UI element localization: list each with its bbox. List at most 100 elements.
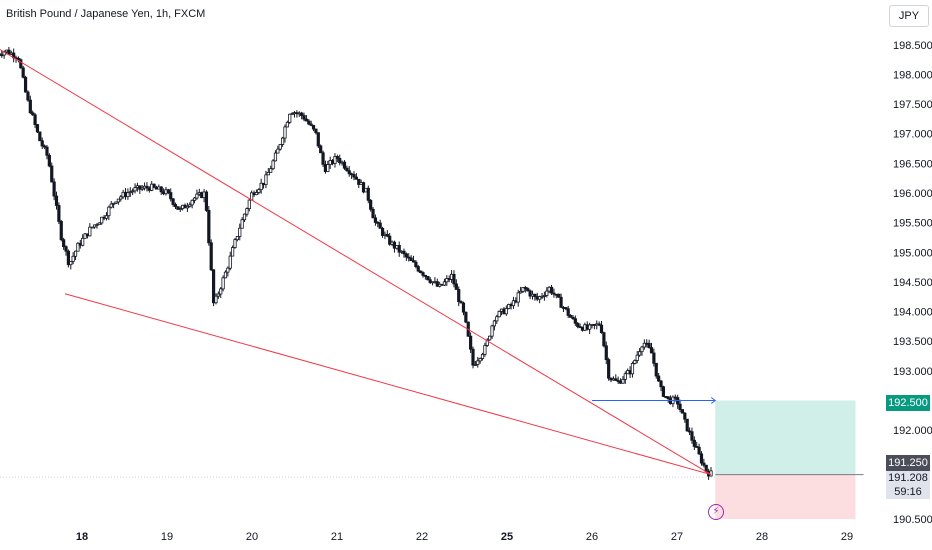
candle (302, 112, 306, 122)
x-tick-label: 28 (756, 531, 768, 543)
candle (64, 245, 68, 256)
candle (104, 212, 109, 221)
chart-title: British Pound / Japanese Yen, 1h, FXCM (6, 8, 206, 20)
candle (385, 230, 389, 238)
candle (116, 198, 120, 205)
candle (35, 123, 40, 133)
candle (373, 214, 378, 226)
candle (314, 128, 318, 135)
candle (311, 124, 316, 132)
candle (278, 143, 282, 151)
candle (71, 252, 75, 265)
candle (288, 113, 292, 124)
candle (47, 153, 51, 168)
countdown-tag: 59:16 (886, 485, 930, 499)
candle (54, 191, 59, 210)
last-price-tag: 191.208 (886, 471, 930, 485)
candle (649, 342, 654, 354)
candle (26, 90, 30, 102)
candle (411, 255, 416, 263)
candle (576, 322, 580, 329)
candle (488, 335, 492, 341)
y-tick-label: 196.500 (893, 158, 932, 170)
candle (28, 95, 32, 114)
y-tick-label: 193.500 (893, 336, 932, 348)
candle (397, 241, 401, 257)
candle (238, 223, 242, 241)
candle (630, 361, 635, 378)
candle (335, 154, 339, 163)
candle (549, 284, 554, 295)
candle (207, 206, 211, 246)
candle (209, 239, 213, 272)
y-tick-label: 198.000 (893, 69, 932, 81)
candle (519, 286, 523, 294)
currency-selector[interactable]: JPY (889, 5, 929, 27)
candles (0, 46, 713, 480)
candle (152, 183, 156, 189)
candle (31, 110, 35, 116)
candle (92, 224, 97, 229)
candle (492, 319, 497, 331)
candle (178, 206, 182, 213)
candle (271, 159, 275, 171)
candle (304, 115, 309, 122)
candle (257, 188, 261, 195)
candle (226, 266, 230, 277)
candle (342, 160, 347, 170)
y-tick-label: 197.000 (893, 129, 932, 141)
x-tick-label: 25 (501, 531, 513, 543)
candle (166, 188, 170, 195)
candle (699, 451, 704, 466)
candle (571, 315, 575, 320)
candle (114, 201, 118, 205)
candle (242, 213, 247, 222)
candle (38, 131, 42, 142)
candle (599, 320, 604, 334)
candle (454, 279, 458, 290)
candle (126, 188, 130, 200)
candle (133, 183, 137, 194)
candle (511, 296, 516, 309)
candle (66, 249, 70, 268)
target-price-tag: 192.500 (886, 395, 930, 411)
candle (369, 199, 373, 212)
candle (538, 295, 542, 304)
entry-price-tag: 191.250 (886, 455, 930, 471)
candle (557, 293, 561, 298)
candle (352, 171, 356, 181)
y-tick-label: 192.000 (893, 425, 932, 437)
candle (654, 362, 658, 379)
candle (421, 271, 425, 278)
candle (21, 65, 25, 79)
candle (221, 275, 225, 292)
candle (497, 310, 501, 318)
profit-zone (715, 400, 856, 475)
candle (640, 345, 644, 356)
candle (709, 467, 713, 477)
candle (90, 226, 94, 229)
candle (566, 305, 570, 319)
y-tick-label: 197.500 (893, 99, 932, 111)
candle (12, 48, 16, 63)
candle (73, 250, 78, 261)
position-zones (0, 400, 864, 520)
candle (552, 288, 556, 298)
y-tick-label: 194.500 (893, 277, 932, 289)
y-tick-label: 196.000 (893, 188, 932, 200)
x-tick-label: 27 (671, 531, 683, 543)
candle (195, 189, 199, 200)
candle (690, 427, 694, 444)
candle (23, 75, 28, 93)
candle (633, 359, 637, 365)
candle (219, 287, 223, 298)
candle (623, 371, 627, 384)
candle (416, 264, 420, 273)
candle (231, 245, 235, 257)
candle (57, 202, 61, 225)
candle (573, 315, 577, 326)
x-tick-label: 21 (331, 531, 343, 543)
lightning-icon[interactable]: ⚡ (708, 504, 724, 520)
candle (457, 286, 461, 307)
